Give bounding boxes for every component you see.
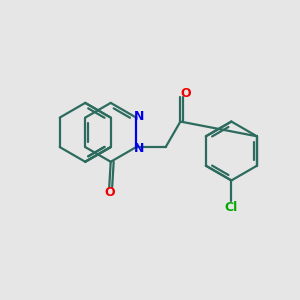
Text: N: N	[134, 142, 144, 155]
Text: O: O	[104, 186, 115, 199]
Text: N: N	[134, 110, 144, 123]
Text: O: O	[180, 87, 191, 100]
Text: Cl: Cl	[225, 201, 238, 214]
